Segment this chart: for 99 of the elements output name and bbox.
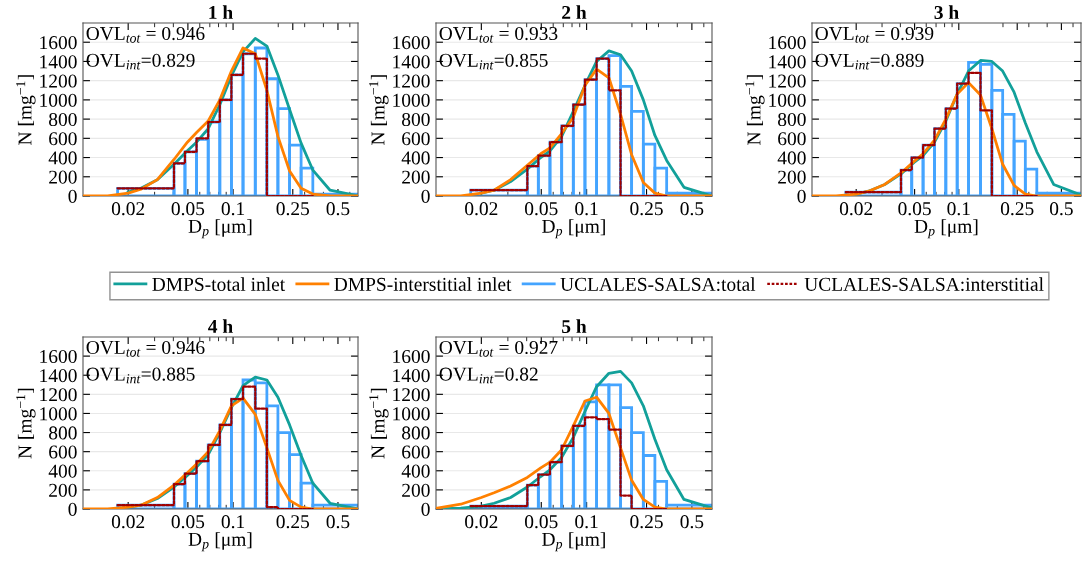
annotation: OVL$_{tot}$ = 0.946 [86,26,205,43]
y-tick-label: 0 [68,189,77,203]
x-tick-label: 0.05 [898,202,931,216]
x-tick-label: 0.05 [525,515,558,529]
x-tick-label: 0.5 [326,202,350,216]
y-tick-label: 1600 [769,36,806,50]
x-tick-label: 0.25 [1000,202,1034,216]
y-tick-label: 1200 [40,388,77,402]
x-tick-label: 0.5 [680,202,704,216]
legend-label: UCLALES-SALSA:interstitial [804,277,1044,292]
x-tick-label: 0.1 [575,515,598,529]
y-tick-label: 1000 [393,407,430,421]
x-axis-title: D$_{p}$ [μm] [188,532,252,552]
x-tick-label: 0.02 [111,202,145,216]
y-tick-label: 600 [402,445,430,459]
y-tick-label: 1200 [393,74,430,88]
y-tick-label: 200 [402,483,430,497]
y-tick-label: 600 [49,132,77,146]
annotation: OVL$_{tot}$ = 0.933 [439,26,558,43]
y-tick-label: 1000 [769,93,806,107]
y-tick-label: 1400 [40,369,77,383]
x-tick-label: 0.25 [630,202,663,216]
y-tick-label: 0 [797,189,806,203]
y-tick-label: 1000 [40,93,77,107]
x-tick-label: 0.25 [630,515,663,529]
x-axis-title: D$_{p}$ [μm] [188,219,252,239]
y-tick-label: 200 [49,483,77,497]
x-tick-label: 0.1 [947,202,970,216]
y-tick-label: 600 [778,132,806,146]
x-tick-label: 0.05 [171,515,205,529]
x-tick-label: 0.5 [1049,202,1073,216]
y-tick-label: 1600 [393,349,430,364]
y-axis-title: N [mg$^{−1}$] [745,75,765,145]
annotation: OVL$_{int}$=0.885 [86,367,195,384]
x-axis-title: D$_{p}$ [μm] [542,219,605,239]
annotation: OVL$_{int}$=0.855 [439,53,548,70]
y-tick-label: 1200 [40,74,77,88]
x-tick-label: 0.1 [575,202,598,216]
y-tick-label: 0 [68,502,77,516]
x-tick-label: 0.05 [171,202,205,216]
annotation: OVL$_{int}$=0.889 [815,53,924,70]
chart-title: 4 h [208,319,233,333]
y-tick-label: 400 [401,464,430,478]
y-tick-label: 400 [777,151,806,165]
legend-label: DMPS-total inlet [152,277,286,291]
y-axis-title: N [mg$^{−1}$] [369,75,389,145]
y-tick-label: 1400 [393,369,430,383]
x-tick-label: 0.02 [465,202,498,216]
y-axis-title: N [mg$^{−1}$] [16,388,36,459]
y-tick-label: 0 [421,189,430,203]
y-tick-label: 800 [778,112,806,127]
y-tick-label: 1600 [393,36,430,50]
chart-title: 1 h [209,5,233,19]
y-tick-label: 800 [49,112,77,127]
y-axis-title: N [mg$^{−1}$] [16,75,36,145]
y-tick-label: 400 [48,151,77,165]
x-tick-label: 0.25 [276,515,310,529]
y-tick-label: 1000 [393,93,430,107]
y-tick-label: 800 [49,426,77,440]
annotation: OVL$_{tot}$ = 0.927 [439,340,558,357]
y-tick-label: 1400 [40,55,77,69]
annotation: OVL$_{tot}$ = 0.946 [86,340,205,357]
y-axis-title: N [mg$^{−1}$] [369,388,389,459]
x-tick-label: 0.5 [326,515,350,529]
x-tick-label: 0.1 [221,202,245,216]
y-tick-label: 1600 [40,36,77,50]
y-tick-label: 400 [401,151,430,165]
y-tick-label: 1200 [393,388,430,402]
x-tick-label: 0.25 [276,202,310,216]
x-tick-label: 0.1 [221,515,245,529]
chart-title: 3 h [934,5,959,20]
y-tick-label: 1400 [769,55,806,69]
x-tick-label: 0.02 [839,202,873,216]
legend-label: UCLALES-SALSA:total [560,277,756,292]
annotation: OVL$_{int}$=0.829 [86,53,195,70]
y-tick-label: 1600 [40,349,77,364]
y-tick-label: 800 [402,426,430,440]
y-tick-label: 1200 [769,74,806,88]
y-tick-label: 200 [402,170,430,184]
y-tick-label: 200 [49,170,77,184]
chart-title: 5 h [562,319,587,334]
x-tick-label: 0.05 [525,202,558,216]
y-tick-label: 1000 [40,407,77,421]
y-tick-label: 600 [402,132,430,146]
annotation: OVL$_{int}$=0.82 [439,367,538,384]
x-tick-label: 0.02 [111,515,145,529]
y-tick-label: 0 [421,502,430,516]
annotation: OVL$_{tot}$ = 0.939 [815,26,934,43]
y-tick-label: 800 [402,112,430,127]
y-tick-label: 400 [48,464,77,478]
legend-label: DMPS-interstitial inlet [334,277,512,291]
x-tick-label: 0.5 [680,515,704,529]
y-tick-label: 1400 [393,55,430,69]
y-tick-label: 600 [49,445,77,459]
x-tick-label: 0.02 [465,515,498,529]
x-axis-title: D$_{p}$ [μm] [542,532,605,552]
chart-title: 2 h [562,5,587,19]
y-tick-label: 200 [778,170,806,184]
x-axis-title: D$_{p}$ [μm] [914,219,978,239]
